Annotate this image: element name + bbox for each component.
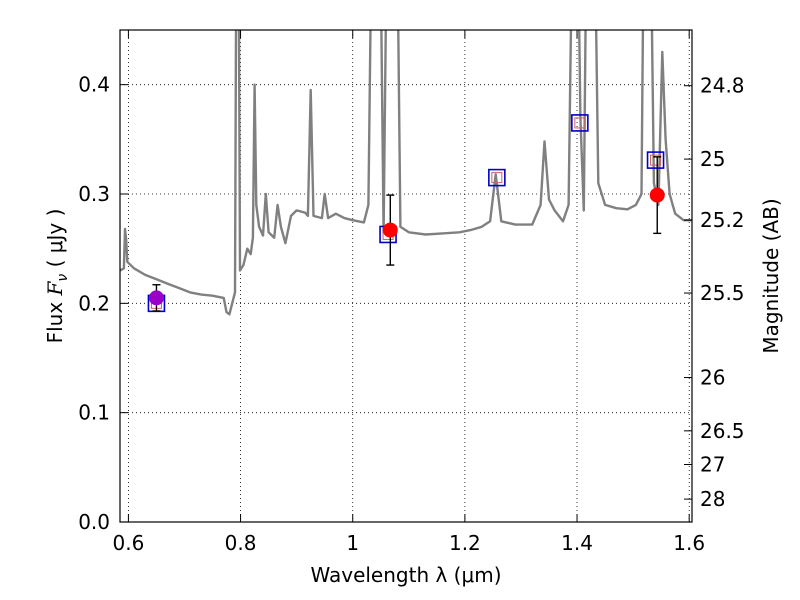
- y-tick-label: 0.3: [78, 182, 110, 206]
- y-tick-label: 0.1: [78, 401, 110, 425]
- x-tick-label: 1: [346, 531, 359, 555]
- y2-tick-label: 25.2: [700, 208, 745, 232]
- model-photometry-box: [571, 114, 589, 132]
- x-tick-label: 1.2: [449, 531, 481, 555]
- y2-axis-title: Magnitude (AB): [759, 198, 783, 353]
- observed-flux-point: [382, 222, 398, 238]
- model-spectrum-line: [120, 30, 692, 316]
- plot-data-area: [120, 30, 692, 316]
- y2-tick-label: 28: [700, 487, 725, 511]
- plot-frame: [119, 29, 693, 523]
- model-photometry-box-inner: [650, 154, 662, 166]
- y2-tick-label: 25.5: [700, 281, 745, 305]
- observed-flux-point: [649, 187, 665, 203]
- y-tick-label: 0.2: [78, 291, 110, 315]
- x-tick-label: 1.4: [561, 531, 593, 555]
- x-axis-title: Wavelength λ (μm): [310, 563, 501, 587]
- axis-ticks: 0.6 0.8 1 1.2 1.4 1.6 0.0 0.1 0.2 0.3 0.4 24.8 25 25.…: [78, 30, 745, 555]
- x-tick-label: 0.6: [113, 531, 145, 555]
- y2-tick-label: 26: [700, 366, 725, 390]
- model-photometry-box-inner: [574, 117, 586, 129]
- y2-tick-label: 27: [700, 452, 725, 476]
- x-tick-label: 1.6: [673, 531, 705, 555]
- observed-flux-point: [148, 290, 164, 306]
- y2-tick-label: 24.8: [700, 74, 745, 98]
- x-tick-label: 0.8: [225, 531, 257, 555]
- model-photometry-box: [646, 151, 665, 169]
- y-axis-title: Flux Fν ( μJy ): [43, 209, 71, 344]
- y-tick-label: 0.4: [78, 73, 110, 97]
- model-photometry-box: [488, 168, 506, 187]
- y-tick-label: 0.0: [78, 510, 110, 534]
- y2-tick-label: 26.5: [700, 419, 745, 443]
- model-photometry-box-inner: [491, 172, 503, 184]
- y2-tick-label: 25: [700, 147, 725, 171]
